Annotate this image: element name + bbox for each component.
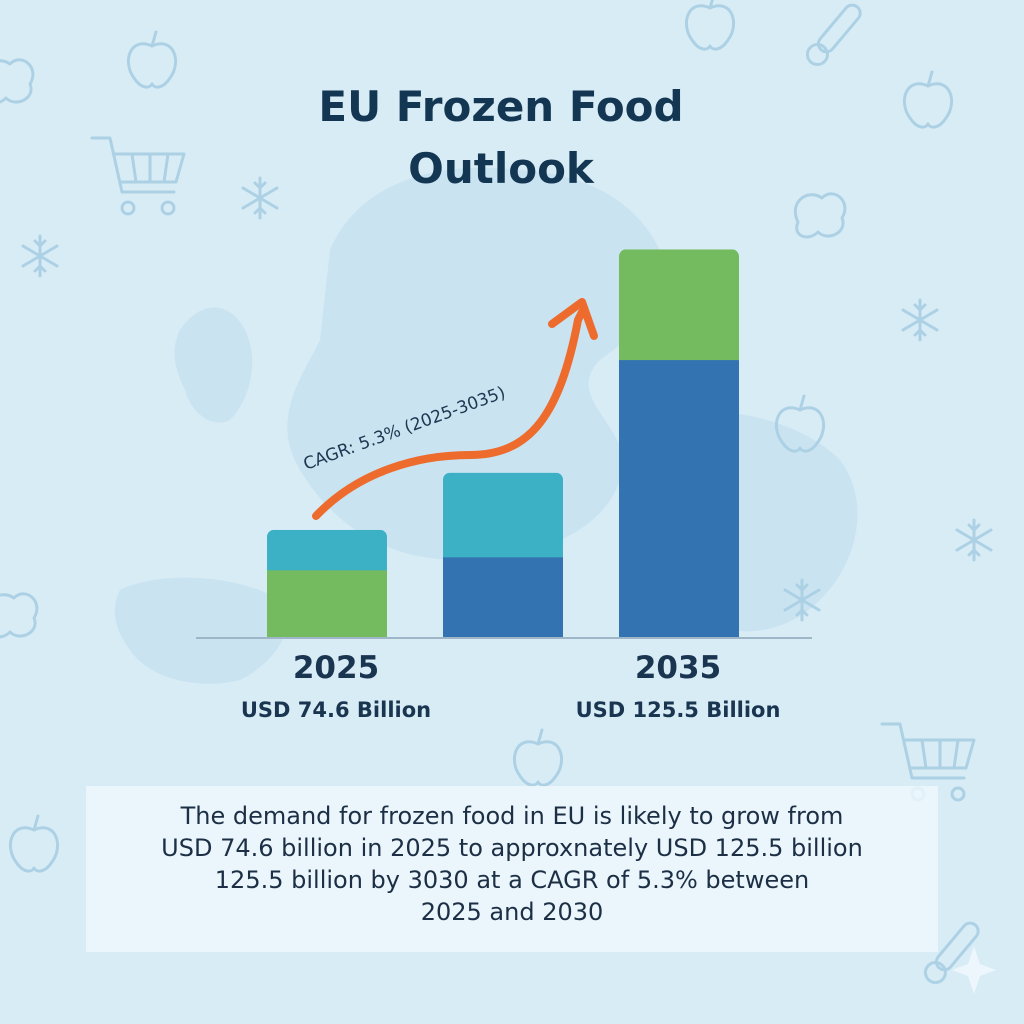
bar-1 [267, 529, 387, 638]
start-year-label: 2025 [292, 650, 380, 686]
broccoli-icon [0, 58, 35, 104]
apple-icon [126, 30, 178, 89]
broccoli-icon [0, 592, 39, 639]
description-panel [86, 786, 938, 952]
snowflake-icon [21, 234, 59, 278]
bar-3 [619, 249, 739, 638]
snowflake-icon [783, 578, 821, 622]
snowflake-icon [901, 298, 939, 342]
apple-icon [774, 394, 826, 453]
snowflake-icon [955, 518, 993, 562]
title-line: EU Frozen Food [318, 82, 684, 131]
apple-icon [684, 0, 736, 51]
title-line: Outlook [408, 144, 594, 193]
apple-icon [8, 814, 60, 873]
end-year-label: 2035 [634, 650, 722, 686]
page-title: EU Frozen Food Outlook [0, 76, 1002, 200]
thermometer-icon [805, 3, 862, 67]
growth-arrow [312, 308, 586, 520]
bar-3-segment-1 [619, 359, 739, 638]
description-line: USD 74.6 billion in 2025 to approxnately… [161, 834, 863, 862]
thermometer-icon [923, 921, 980, 985]
broccoli-icon [794, 192, 847, 239]
bar-2 [443, 472, 563, 638]
bar-1-segment-1 [267, 569, 387, 638]
bar-2-segment-1 [443, 556, 563, 638]
shopping-cart-icon [90, 136, 186, 216]
bar-1-segment-2 [267, 529, 387, 571]
growth-arrowhead [548, 298, 598, 340]
description-line: 125.5 billion by 3030 at a CAGR of 5.3% … [214, 866, 810, 894]
start-value-label: USD 74.6 Billion [240, 698, 432, 722]
apple-icon [902, 70, 954, 129]
description-line: 2025 and 2030 [420, 898, 604, 926]
snowflake-icon [241, 176, 279, 220]
bar-2-segment-2 [443, 472, 563, 558]
description-text: The demand for frozen food in EU is like… [86, 800, 938, 928]
apple-icon [512, 728, 564, 787]
sparkle-icon [952, 946, 996, 994]
bars-group [267, 249, 739, 638]
bar-3-segment-2 [619, 249, 739, 361]
description-line: The demand for frozen food in EU is like… [180, 802, 844, 830]
end-value-label: USD 125.5 Billion [575, 698, 781, 722]
